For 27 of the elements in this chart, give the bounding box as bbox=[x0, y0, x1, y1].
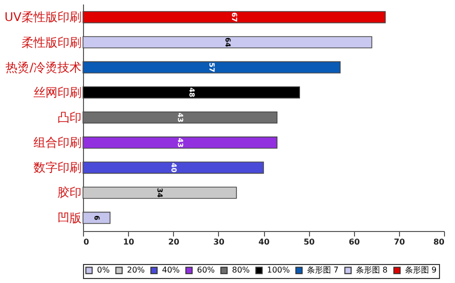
legend-label: 100% bbox=[267, 265, 290, 274]
x-tick-label: 70 bbox=[394, 238, 406, 246]
legend-label: 0% bbox=[97, 265, 110, 274]
y-tick-label: 组合印刷 bbox=[34, 136, 82, 150]
x-tick-label: 50 bbox=[304, 238, 316, 246]
legend-label: 40% bbox=[162, 265, 180, 274]
y-tick-label: 凸印 bbox=[58, 110, 82, 124]
y-tick-label: 凹版 bbox=[58, 210, 82, 225]
y-tick-label: 丝网印刷 bbox=[34, 85, 82, 100]
legend-label: 条形图 8 bbox=[356, 265, 388, 274]
x-tick-label: 0 bbox=[84, 238, 90, 246]
x-tick-label: 40 bbox=[258, 238, 270, 246]
legend-label: 60% bbox=[197, 265, 216, 274]
y-tick-label: 热烫/冷烫技术 bbox=[5, 60, 82, 74]
x-tick-label: 80 bbox=[433, 238, 445, 246]
legend-label: 条形图 9 bbox=[405, 265, 437, 274]
legend-label: 80% bbox=[232, 265, 250, 274]
x-tick-label: 10 bbox=[123, 238, 135, 246]
legend-label: 条形图 7 bbox=[307, 265, 339, 274]
x-tick-label: 20 bbox=[168, 238, 180, 246]
y-tick-label: 数字印刷 bbox=[34, 160, 82, 175]
y-tick-label: 胶印 bbox=[58, 186, 82, 200]
x-tick-label: 60 bbox=[348, 238, 360, 246]
legend-label: 20% bbox=[127, 265, 146, 274]
y-tick-label: 柔性版印刷 bbox=[22, 35, 82, 50]
x-tick-label: 30 bbox=[213, 238, 225, 246]
y-tick-label: UV柔性版印刷 bbox=[4, 10, 82, 24]
